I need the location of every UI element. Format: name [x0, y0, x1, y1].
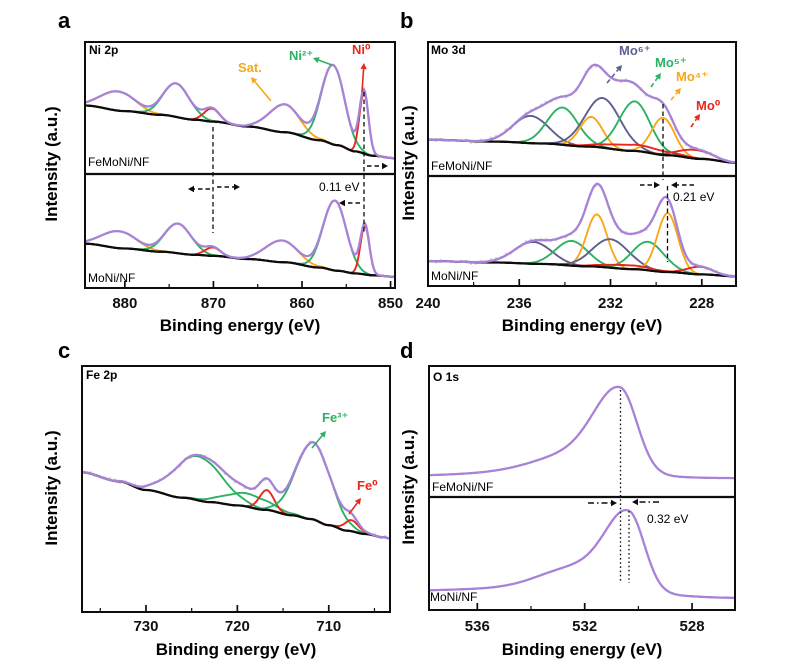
sample-label: FeMoNi/NF: [88, 155, 150, 169]
spectrum-envelope: [429, 63, 735, 164]
plot-frame: [84, 41, 396, 289]
shift-label: 0.32 eV: [647, 512, 689, 526]
annotation-arrow-head: [251, 77, 258, 84]
x-tick-label: 720: [225, 618, 250, 635]
x-tick-label: 870: [201, 295, 226, 312]
spectrum-envelope: [83, 440, 389, 540]
region-title-a: Ni 2p: [89, 43, 119, 57]
shift-label: 0.11 eV: [319, 180, 360, 194]
plot-frame: [81, 365, 391, 613]
annotation-arrow-head: [360, 63, 367, 70]
x-tick-label: 532: [572, 618, 597, 635]
spectrum-envelope: [86, 63, 394, 160]
spectrum-envelope: [430, 385, 734, 480]
annotation-arrow-line: [361, 68, 365, 93]
curves-layer: [430, 385, 734, 599]
species-label: Mo⁴⁺: [676, 69, 709, 84]
y-axis-title: Intensity (a.u.): [399, 429, 418, 545]
species-label: Fe³⁺: [322, 410, 349, 425]
x-axis-title: Binding energy (eV): [501, 316, 663, 335]
annotation-arrow-head: [674, 88, 681, 95]
shift-label: 0.21 eV: [673, 190, 715, 204]
component-curve-green: [429, 100, 735, 164]
curves-layer: [86, 63, 394, 278]
x-tick-label: 880: [112, 295, 137, 312]
species-label: Fe⁰: [357, 478, 378, 493]
species-label: Mo⁰: [696, 98, 721, 113]
panel-b: 240 236 232 228: [415, 41, 737, 312]
x-axis-title: Binding energy (eV): [159, 316, 321, 335]
plot-frame: [428, 365, 736, 611]
annotation-arrow-line: [670, 92, 678, 101]
annotation-arrow-line: [318, 59, 333, 66]
x-tick-label: 232: [598, 295, 623, 312]
panel-letter-a: a: [58, 8, 71, 33]
species-label: Mo⁶⁺: [619, 43, 651, 58]
sample-label: FeMoNi/NF: [431, 159, 493, 173]
annotation-arrow-head: [188, 185, 194, 193]
panel-letter-b: b: [400, 8, 414, 33]
spectrum-envelope: [86, 199, 394, 278]
annotation-arrow-head: [313, 57, 320, 64]
curves-layer: [429, 63, 735, 278]
component-curve-red: [86, 224, 394, 278]
region-title-d: O 1s: [433, 370, 460, 384]
panel-letter-c: c: [58, 338, 71, 363]
species-label: Mo⁵⁺: [655, 55, 687, 70]
sample-label: MoNi/NF: [88, 271, 136, 285]
region-title-c: Fe 2p: [86, 368, 118, 382]
annotation-arrow-head: [234, 183, 240, 191]
annotation-arrow-head: [632, 498, 638, 506]
annotation-arrow-line: [348, 502, 359, 515]
annotation-arrow-head: [339, 199, 345, 207]
annotation-arrow-head: [654, 73, 661, 80]
species-label: Sat.: [238, 60, 262, 75]
x-tick-label: 236: [507, 295, 532, 312]
y-axis-title: Intensity (a.u.): [42, 106, 61, 222]
spectrum-envelope: [430, 508, 734, 599]
sample-label: FeMoNi/NF: [432, 480, 494, 494]
annotation-arrow-head: [671, 181, 677, 189]
species-label: Ni²⁺: [289, 48, 314, 63]
annotation-arrow-head: [693, 114, 700, 121]
annotation-arrow-line: [254, 81, 272, 102]
annotation-arrow-head: [611, 499, 617, 507]
annotation-arrow-head: [654, 181, 660, 189]
y-axis-title: Intensity (a.u.): [399, 105, 418, 221]
sample-label: MoNi/NF: [431, 269, 479, 283]
annotation-arrow-line: [311, 435, 323, 449]
species-label: Ni⁰: [352, 42, 371, 57]
panel-c: 730 720 710: [81, 365, 391, 635]
annotation-arrow-head: [615, 65, 622, 72]
panel-d: 536 532 528: [428, 365, 736, 635]
annotation-arrow-line: [650, 77, 659, 88]
panel-a: 880 870 860 850: [84, 41, 403, 312]
annotation-arrow-line: [606, 69, 619, 84]
annotation-arrow-head: [354, 498, 361, 505]
x-tick-label: 730: [133, 618, 158, 635]
component-curve-green: [83, 455, 389, 540]
x-tick-label: 536: [465, 618, 490, 635]
x-axis-title: Binding energy (eV): [155, 640, 317, 659]
x-tick-label: 528: [680, 618, 705, 635]
x-tick-label: 228: [689, 295, 714, 312]
x-tick-label: 850: [378, 295, 403, 312]
x-axis-title: Binding energy (eV): [501, 640, 663, 659]
plot-frame: [427, 41, 737, 287]
curves-layer: [83, 440, 389, 540]
spectrum-envelope: [429, 182, 735, 278]
region-title-b: Mo 3d: [431, 43, 466, 57]
x-tick-label: 860: [289, 295, 314, 312]
y-axis-title: Intensity (a.u.): [42, 430, 61, 546]
component-curve-green: [86, 222, 394, 278]
annotation-arrow-line: [690, 118, 698, 128]
sample-label: MoNi/NF: [430, 590, 478, 604]
panel-letter-d: d: [400, 338, 414, 363]
annotation-arrow-head: [319, 431, 326, 438]
x-tick-label: 240: [415, 295, 440, 312]
x-tick-label: 710: [316, 618, 341, 635]
annotation-arrow-head: [382, 162, 388, 170]
